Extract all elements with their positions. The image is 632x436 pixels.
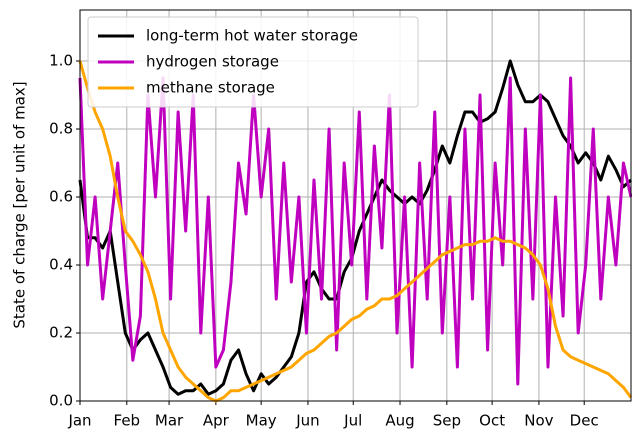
legend-label: hydrogen storage: [146, 53, 279, 71]
axes-frame: [79, 9, 632, 402]
x-tick-label: Mar: [155, 412, 184, 430]
x-tick-label: Jan: [67, 412, 91, 430]
legend-label: long-term hot water storage: [146, 27, 358, 45]
x-tick-label: Nov: [524, 412, 553, 430]
x-tick-label: Jul: [343, 412, 362, 430]
x-tick-label: Sep: [433, 412, 461, 430]
y-tick-label: 0.0: [49, 392, 73, 410]
legend-label: methane storage: [146, 79, 275, 97]
y-tick-label: 1.0: [49, 52, 73, 70]
x-tick-label: Apr: [203, 412, 230, 430]
x-tick-label: May: [246, 412, 277, 430]
legend-box: [87, 16, 419, 108]
x-tick-label: Aug: [385, 412, 414, 430]
x-tick-label: Dec: [570, 412, 599, 430]
y-tick-label: 0.4: [49, 256, 73, 274]
series-line: [78, 76, 632, 386]
x-tick-label: Jun: [295, 412, 319, 430]
y-tick-label: 0.8: [49, 120, 73, 138]
y-axis-label: State of charge [per unit of max]: [11, 81, 29, 328]
y-tick-label: 0.2: [49, 324, 73, 342]
x-tick-label: Oct: [479, 412, 505, 430]
y-tick-label: 0.6: [49, 188, 73, 206]
series-line: [78, 60, 632, 403]
x-tick-label: Feb: [114, 412, 141, 430]
